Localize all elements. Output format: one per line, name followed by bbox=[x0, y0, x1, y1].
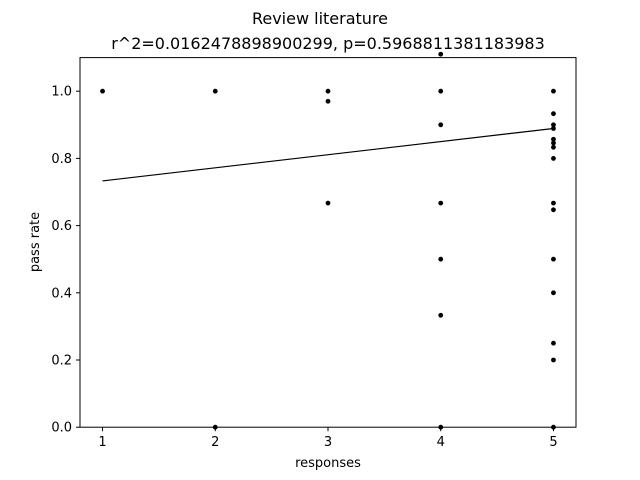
data-point bbox=[551, 207, 556, 213]
data-point bbox=[325, 98, 331, 104]
data-point bbox=[438, 256, 444, 262]
ticks-layer: 1 2 3 4 5 0.0 0.2 0.4 0.6 0.8 1.0 bbox=[51, 85, 557, 451]
data-point bbox=[551, 290, 556, 296]
y-tick-label: 0.0 bbox=[51, 421, 72, 436]
x-tick-label: 3 bbox=[324, 435, 332, 450]
data-point bbox=[212, 88, 218, 94]
data-point bbox=[438, 88, 444, 94]
y-axis-label: pass rate bbox=[28, 212, 43, 272]
data-point bbox=[551, 357, 556, 363]
data-point bbox=[551, 340, 556, 346]
data-point bbox=[551, 111, 556, 117]
chart-title: Review literature bbox=[252, 9, 388, 28]
x-tick-label: 5 bbox=[549, 435, 557, 450]
y-tick-label: 0.2 bbox=[51, 354, 72, 369]
y-tick-label: 0.4 bbox=[51, 286, 72, 301]
data-point bbox=[325, 200, 331, 206]
data-point bbox=[551, 200, 556, 206]
data-point bbox=[551, 122, 556, 128]
data-point bbox=[551, 256, 556, 262]
data-point bbox=[438, 122, 444, 128]
x-tick-label: 4 bbox=[437, 435, 445, 450]
data-point bbox=[325, 88, 331, 94]
x-tick-label: 1 bbox=[98, 435, 106, 450]
y-tick-label: 0.6 bbox=[51, 219, 72, 234]
data-point bbox=[438, 200, 444, 206]
y-tick-label: 1.0 bbox=[51, 85, 72, 100]
data-point bbox=[438, 51, 444, 57]
y-tick-label: 0.8 bbox=[51, 152, 72, 167]
data-point bbox=[551, 126, 556, 131]
data-point bbox=[551, 144, 556, 150]
data-point bbox=[551, 156, 556, 161]
data-point bbox=[551, 88, 556, 94]
plot-area-frame bbox=[79, 57, 577, 428]
regression-fit-line bbox=[102, 127, 554, 182]
data-point bbox=[551, 136, 556, 142]
data-point bbox=[551, 140, 556, 146]
points-layer bbox=[100, 51, 556, 430]
x-tick-label: 2 bbox=[211, 435, 219, 450]
fit-line-layer bbox=[102, 127, 554, 182]
chart-subtitle: r^2=0.0162478898900299, p=0.596881138118… bbox=[111, 34, 545, 53]
data-point bbox=[438, 312, 444, 318]
x-axis-label: responses bbox=[295, 456, 361, 471]
data-point bbox=[100, 88, 105, 94]
